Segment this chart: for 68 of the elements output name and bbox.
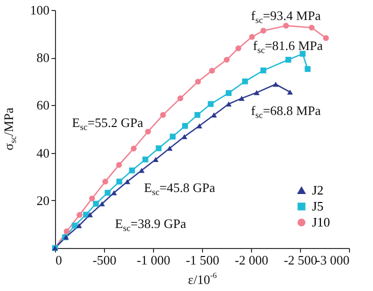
point — [111, 190, 117, 196]
x-tick-label: -500 — [92, 252, 116, 268]
point — [272, 82, 279, 87]
point — [87, 212, 93, 218]
point — [145, 128, 151, 135]
legend-label: J2 — [312, 182, 324, 198]
point — [89, 196, 95, 202]
y-tick-label: 60 — [36, 98, 50, 113]
point — [285, 56, 292, 63]
legend-label: J5 — [312, 198, 324, 214]
point — [104, 190, 111, 196]
point — [76, 212, 82, 218]
point — [138, 168, 145, 173]
point — [99, 201, 105, 206]
annotation: f$_{sc}$=93.4 MPa — [251, 8, 321, 25]
x-tick-label: -3 000 — [316, 252, 350, 268]
point — [64, 228, 70, 234]
point — [130, 146, 137, 152]
point — [260, 68, 266, 74]
point — [238, 96, 245, 101]
y-tick-label: 80 — [36, 50, 50, 66]
point — [195, 78, 201, 85]
point — [208, 101, 214, 107]
annotation: E$_{sc}$=38.9 GPa — [115, 216, 186, 233]
point — [166, 146, 173, 151]
point — [129, 167, 135, 174]
point — [160, 112, 166, 118]
point — [93, 200, 99, 207]
point — [300, 50, 306, 57]
point — [254, 90, 260, 96]
point — [308, 24, 315, 31]
point — [170, 134, 176, 140]
point — [72, 222, 78, 229]
point — [194, 112, 200, 118]
x-tick-label: -2 500 — [284, 252, 318, 268]
legend-label: J10 — [312, 214, 330, 230]
point — [182, 122, 188, 129]
annotation: f$_{sc}$=68.8 MPa — [251, 103, 321, 120]
point — [209, 68, 215, 74]
point — [224, 56, 230, 63]
point — [249, 34, 255, 40]
annotation: E$_{sc}$=55.2 GPa — [72, 115, 144, 132]
point — [260, 28, 266, 34]
point — [76, 223, 82, 228]
x-tick-label: -1 500 — [186, 252, 220, 268]
annotation: E$_{sc}$=45.8 GPa — [144, 180, 216, 197]
point — [102, 178, 108, 185]
y-tick-label: 20 — [36, 192, 50, 208]
point — [196, 123, 202, 128]
y-tick-label: 100 — [30, 2, 50, 18]
x-axis-title: ε/10$^{-6}$ — [188, 271, 217, 287]
annotation: f$_{sc}$=81.6 MPa — [253, 38, 323, 55]
x-tick-label: 0 — [56, 252, 62, 268]
point — [226, 90, 232, 96]
point — [323, 35, 329, 41]
point — [142, 156, 148, 162]
point — [116, 178, 122, 185]
point — [116, 162, 122, 168]
point — [283, 22, 289, 29]
point — [211, 112, 217, 118]
x-tick-label: -2 000 — [234, 252, 268, 268]
x-tick-label: -1 000 — [136, 252, 170, 268]
point — [287, 90, 293, 95]
point — [177, 95, 184, 102]
point — [235, 45, 242, 52]
point — [304, 66, 311, 72]
y-tick-label: 40 — [36, 145, 50, 160]
point — [242, 78, 248, 84]
